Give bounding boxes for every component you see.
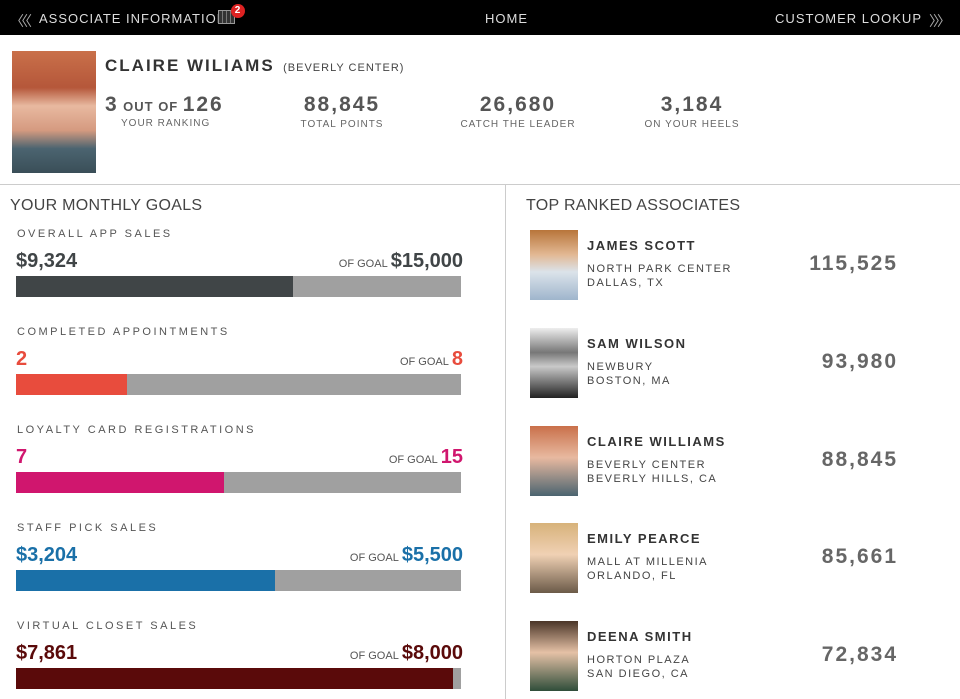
goal-current: 7 <box>16 446 28 468</box>
goal-current: $3,204 <box>16 544 78 566</box>
goal-bar <box>16 472 224 493</box>
associate-location: BEVERLY CENTER <box>587 458 707 471</box>
goal-target: OF GOAL 8 <box>400 348 463 371</box>
nav-bar: 〈〈〈 ASSOCIATE INFORMATION 2 HOME CUSTOME… <box>0 0 960 35</box>
goal-label: VIRTUAL CLOSET SALES <box>17 620 199 632</box>
nav-right[interactable]: CUSTOMER LOOKUP <box>775 11 922 26</box>
divider <box>0 184 960 185</box>
nav-center[interactable]: HOME <box>485 11 528 26</box>
associate-city: DALLAS, TX <box>587 277 665 289</box>
goal-current: $7,861 <box>16 642 78 664</box>
stat-label: ON YOUR HEELS <box>644 119 740 130</box>
goal-value: $8,000 <box>401 642 463 664</box>
goal-target: OF GOAL $15,000 <box>339 250 463 273</box>
goal-current: 2 <box>16 348 28 370</box>
goal-value: $15,000 <box>390 250 463 272</box>
goal-label: LOYALTY CARD REGISTRATIONS <box>17 424 256 436</box>
associate-points: 85,661 <box>821 545 898 569</box>
section-title: YOUR MONTHLY GOALS <box>10 197 203 214</box>
of-goal: OF GOAL <box>399 356 449 368</box>
associate-photo <box>530 523 578 594</box>
of-goal: OF GOAL <box>388 454 438 466</box>
stat-value: 3,184 <box>660 93 724 116</box>
associate-points: 88,845 <box>821 447 898 471</box>
associate-city: BEVERLY HILLS, CA <box>587 472 718 485</box>
stat-value: 26,680 <box>479 93 557 116</box>
associate-photo <box>530 230 578 300</box>
associate-city: ORLANDO, FL <box>587 570 677 583</box>
goal-value: 15 <box>440 446 463 468</box>
associate-location: HORTON PLAZA <box>587 654 691 667</box>
section-title: TOP RANKED ASSOCIATES <box>526 197 741 214</box>
associate-photo <box>530 621 578 692</box>
associate-city: BOSTON, MA <box>587 374 671 387</box>
profile-store: (BEVERLY CENTER) <box>283 62 405 74</box>
profile-photo <box>12 51 96 173</box>
goal-value: 8 <box>451 348 463 370</box>
associate-name: EMILY PEARCE <box>587 531 702 547</box>
goal-value: $5,500 <box>401 544 463 566</box>
nav-left[interactable]: ASSOCIATE INFORMATION <box>39 11 228 26</box>
goal-current: $9,324 <box>16 250 78 272</box>
goal-label: COMPLETED APPOINTMENTS <box>17 326 230 338</box>
of-goal: OF GOAL <box>349 552 399 564</box>
of-goal: OF GOAL <box>338 258 388 270</box>
associate-name: CLAIRE WILLIAMS <box>587 433 726 449</box>
associate-location: MALL AT MILLENIA <box>587 556 709 569</box>
goal-bar <box>16 276 293 297</box>
profile-header: CLAIRE WILIAMS (BEVERLY CENTER) <box>105 56 404 76</box>
rank-label: YOUR RANKING <box>121 118 211 129</box>
goal-bar <box>16 668 454 689</box>
badge: 2 <box>231 4 245 18</box>
profile-name: CLAIRE WILIAMS <box>105 56 275 75</box>
rank-total: 126 <box>182 93 224 116</box>
divider <box>505 185 506 699</box>
associate-photo <box>530 327 578 398</box>
ranking: 3 OUT OF 126 YOUR RANKING <box>105 93 225 129</box>
associate-location: NEWBURY <box>587 360 654 373</box>
associate-points: 93,980 <box>821 349 898 373</box>
associate-city: SAN DIEGO, CA <box>587 668 690 681</box>
rank-connector: OUT OF <box>123 99 179 114</box>
associate-name: JAMES SCOTT <box>587 238 696 253</box>
forward-icon[interactable]: 〉〉〉 <box>929 13 951 29</box>
back-icon[interactable]: 〈〈〈 <box>10 13 32 29</box>
goal-label: OVERALL APP SALES <box>17 228 173 240</box>
stat-label: TOTAL POINTS <box>300 119 384 130</box>
associate-points: 115,525 <box>809 252 898 275</box>
stat-value: 88,845 <box>303 93 381 116</box>
rank: 3 <box>105 93 119 116</box>
associate-location: NORTH PARK CENTER <box>587 263 732 275</box>
of-goal: OF GOAL <box>349 650 399 662</box>
goal-bar <box>16 570 276 591</box>
associate-points: 72,834 <box>821 643 898 667</box>
goal-bar <box>16 374 128 395</box>
stat-label: CATCH THE LEADER <box>460 119 576 130</box>
goal-target: OF GOAL 15 <box>389 446 463 469</box>
associate-name: DEENA SMITH <box>587 629 693 645</box>
goal-label: STAFF PICK SALES <box>17 522 159 534</box>
goal-target: OF GOAL $5,500 <box>350 544 463 567</box>
goal-target: OF GOAL $8,000 <box>350 642 463 665</box>
goal-track <box>16 374 461 395</box>
associate-name: SAM WILSON <box>587 335 687 351</box>
associate-photo <box>530 425 578 496</box>
